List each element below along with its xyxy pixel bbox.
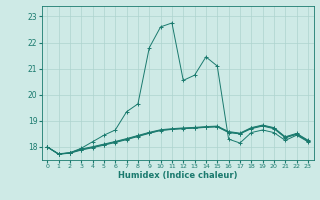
- X-axis label: Humidex (Indice chaleur): Humidex (Indice chaleur): [118, 171, 237, 180]
